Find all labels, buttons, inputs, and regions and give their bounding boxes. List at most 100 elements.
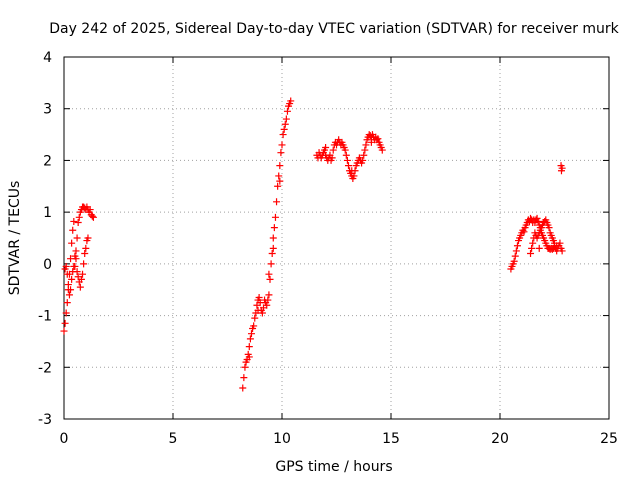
data-point <box>63 270 71 278</box>
data-point <box>63 299 71 307</box>
data-point <box>527 214 535 222</box>
data-point <box>72 247 80 255</box>
data-point <box>71 262 79 270</box>
data-point <box>84 234 92 242</box>
data-point <box>361 146 369 154</box>
data-point <box>271 213 279 221</box>
data-point <box>72 255 80 263</box>
data-point <box>82 244 90 252</box>
data-point <box>89 213 97 221</box>
x-tick-label: 5 <box>169 431 178 447</box>
data-point <box>250 322 258 330</box>
data-point <box>558 247 566 255</box>
data-point <box>241 363 249 371</box>
data-point <box>545 224 553 232</box>
data-point <box>265 270 273 278</box>
data-point <box>275 172 283 180</box>
data-point <box>534 217 542 225</box>
data-point <box>528 244 536 252</box>
data-point <box>350 172 358 180</box>
data-point <box>255 293 263 301</box>
data-point <box>533 214 541 222</box>
data-point <box>68 239 76 247</box>
data-point <box>378 146 386 154</box>
data-point <box>240 374 248 382</box>
data-point <box>281 120 289 128</box>
data-point <box>511 252 519 260</box>
data-point <box>77 275 85 283</box>
data-point <box>342 151 350 159</box>
data-point <box>246 335 254 343</box>
data-point <box>276 177 284 185</box>
data-point <box>258 309 266 317</box>
data-point <box>348 167 356 175</box>
data-point <box>322 144 330 151</box>
data-point <box>360 151 368 159</box>
data-point <box>64 281 72 289</box>
y-tick-label: 2 <box>43 153 52 169</box>
data-point <box>69 226 77 234</box>
data-points <box>60 97 566 392</box>
data-point <box>553 242 561 250</box>
x-tick-label: 15 <box>382 431 400 447</box>
data-point <box>267 260 275 268</box>
x-tick-label: 10 <box>273 431 291 447</box>
data-point <box>274 182 282 190</box>
x-tick-label: 25 <box>600 431 618 447</box>
data-point <box>268 250 276 258</box>
x-axis-label: GPS time / hours <box>275 459 392 475</box>
data-point <box>529 239 537 247</box>
data-point <box>245 343 253 351</box>
chart-title: Day 242 of 2025, Sidereal Day-to-day VTE… <box>49 21 619 37</box>
data-point <box>344 162 352 170</box>
y-tick-label: -1 <box>38 309 52 325</box>
axis-ticks: 0 5 10 15 20 25 -3 -2 -1 0 1 2 3 4 <box>38 50 618 447</box>
data-point <box>329 146 337 154</box>
data-point <box>328 154 336 162</box>
data-point <box>535 244 543 252</box>
data-point <box>548 245 556 253</box>
data-point <box>239 384 247 392</box>
data-point <box>341 146 349 154</box>
data-point <box>367 138 375 146</box>
y-tick-label: -3 <box>38 412 52 428</box>
data-point <box>278 141 286 149</box>
data-point <box>520 228 528 236</box>
data-point <box>279 131 287 139</box>
data-point <box>277 149 285 157</box>
data-point <box>265 291 273 299</box>
data-point <box>65 291 73 299</box>
data-point <box>86 206 94 214</box>
data-point <box>282 115 290 123</box>
data-point <box>62 309 70 317</box>
data-point <box>359 156 367 164</box>
x-tick-label: 0 <box>60 431 69 447</box>
y-tick-label: 1 <box>43 205 52 221</box>
y-axis-label: SDTVAR / TECUs <box>7 181 23 296</box>
data-point <box>273 198 281 206</box>
data-point <box>70 217 78 225</box>
data-point <box>80 260 88 268</box>
y-tick-label: 0 <box>43 257 52 273</box>
data-point <box>269 234 277 242</box>
data-point <box>374 135 382 143</box>
data-point <box>513 242 521 250</box>
data-point <box>276 162 284 170</box>
data-point <box>88 212 96 220</box>
data-point <box>79 270 87 278</box>
data-point <box>61 319 69 327</box>
data-point <box>270 224 278 232</box>
data-point <box>362 141 370 149</box>
data-point <box>287 97 295 105</box>
data-point <box>557 167 565 175</box>
data-point <box>247 330 255 338</box>
data-point <box>263 301 271 309</box>
grid-lines <box>64 57 609 419</box>
data-point <box>343 156 351 164</box>
data-point <box>266 275 274 283</box>
data-point <box>73 234 81 242</box>
data-point <box>245 353 253 361</box>
data-point <box>512 247 520 255</box>
data-point <box>251 314 259 322</box>
